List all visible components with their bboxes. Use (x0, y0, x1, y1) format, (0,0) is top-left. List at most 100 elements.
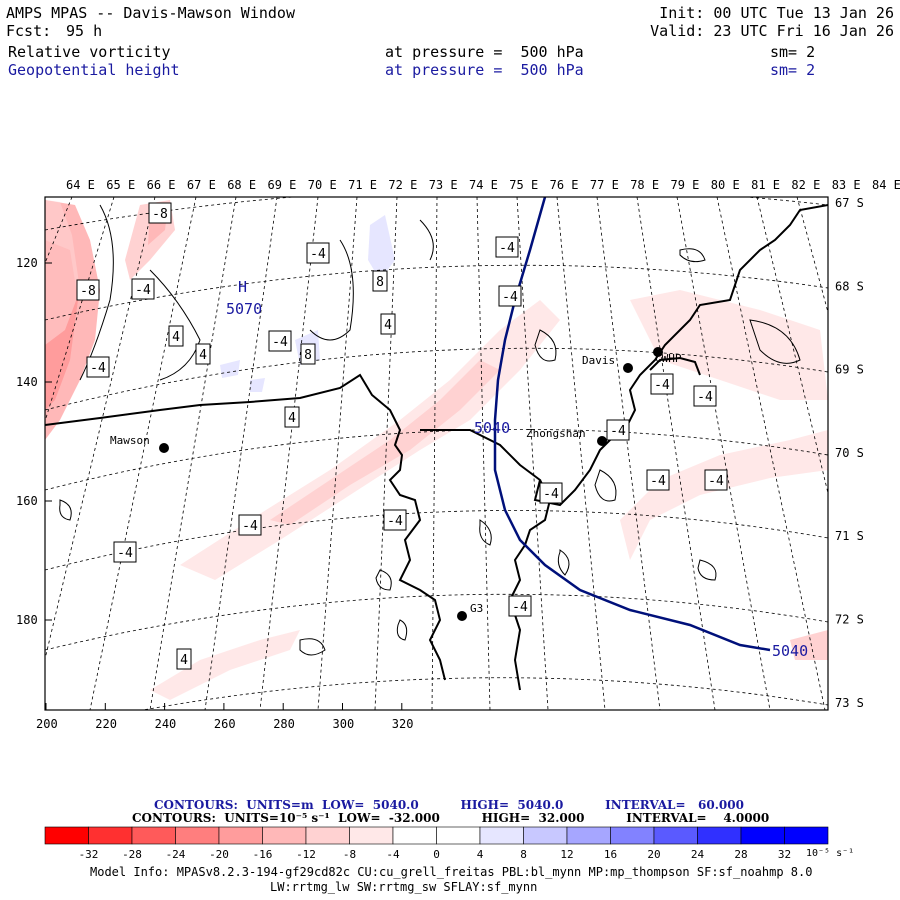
height-contour-label-5040-center: 5040 (474, 419, 510, 437)
colorbar-tick-11: 12 (560, 848, 573, 861)
grid-x-label-3: 260 (214, 717, 236, 731)
model-info-physics: LW:rrtmg_lw SW:rrtmg_sw SFLAY:sf_mynn (270, 880, 538, 894)
vort-label-box-21 (238, 514, 262, 536)
vort-label-box-22 (113, 541, 137, 563)
colorbar-tick-0: -32 (79, 848, 99, 861)
field2-level: at pressure = 500 hPa (385, 61, 584, 79)
lon-label-8: 72 E (388, 178, 417, 192)
vort-label-23: -4 (512, 600, 528, 615)
lon-label-5: 69 E (268, 178, 297, 192)
lon-label-0: 64 E (66, 178, 95, 192)
lon-label-9: 73 E (429, 178, 458, 192)
bottom-grid-labels: 200 220 240 260 280 300 320 (36, 703, 413, 731)
stations: Mawson Davis CWHP Zhongshan G3 (110, 347, 682, 621)
colorbar-swatch-7 (349, 826, 394, 845)
vort-label-box-10 (300, 343, 316, 365)
height-contour-label-5040-right: 5040 (772, 642, 808, 660)
station-label-mawson: Mawson (110, 434, 150, 447)
colorbar-swatch-3 (175, 826, 220, 845)
vort-label-box-19 (704, 469, 728, 491)
vort-label-box-23 (508, 595, 532, 617)
station-label-g3: G3 (470, 602, 483, 615)
vort-label-box-13 (498, 285, 522, 307)
vort-label-14: -4 (654, 378, 670, 393)
station-label-zhongshan: Zhongshan (526, 427, 586, 440)
height-contour-labels: H 5070 5040 5040 (226, 278, 808, 660)
height-high-marker: H (238, 278, 247, 296)
vort-label-24: 4 (180, 653, 188, 668)
lat-label-0: 67 S (835, 196, 864, 210)
grid-x-label-1: 220 (95, 717, 117, 731)
lon-label-20: 84 E (872, 178, 900, 192)
vort-label-box-15 (693, 385, 717, 407)
height-contour-legend: CONTOURS: UNITS=m LOW= 5040.0 HIGH= 5040… (154, 798, 744, 812)
lon-label-2: 66 E (147, 178, 176, 192)
field1-smoothing: sm= 2 (770, 43, 816, 61)
field1-name: Relative vorticity (8, 43, 171, 61)
colorbar-swatch-16 (740, 826, 785, 845)
valid-time: Valid: 23 UTC Fri 16 Jan 26 (650, 22, 894, 40)
vort-label-box-1 (76, 279, 100, 301)
lon-label-17: 81 E (751, 178, 780, 192)
grid-x-label-4: 280 (273, 717, 295, 731)
field2-smoothing: sm= 2 (770, 61, 816, 79)
lon-label-4: 68 E (227, 178, 256, 192)
colorbar-tick-15: 28 (734, 848, 747, 861)
field2-name: Geopotential height (8, 61, 180, 79)
colorbar-tick-5: -12 (296, 848, 316, 861)
station-label-cwhp: CWHP (655, 352, 682, 365)
station-marker-g3 (457, 611, 467, 621)
lat-label-4: 71 S (835, 529, 864, 543)
colorbar-swatch-6 (305, 826, 350, 845)
lat-label-6: 73 S (835, 696, 864, 710)
colorbar-tick-8: 0 (433, 848, 440, 861)
colorbar-swatch-8 (392, 826, 437, 845)
map-title: AMPS MPAS -- Davis-Mawson Window (6, 4, 295, 22)
lon-label-14: 78 E (630, 178, 659, 192)
vort-label-box-9 (268, 330, 292, 352)
colorbar-units: 10⁻⁵ s⁻¹ (806, 848, 854, 859)
station-marker-davis (623, 363, 633, 373)
height-contours (493, 197, 771, 652)
colorbar-swatch-15 (697, 826, 742, 845)
vort-label-box-12 (495, 236, 519, 258)
vort-label-0: -8 (152, 207, 168, 222)
vort-label-16: -4 (610, 424, 626, 439)
vort-label-box-0 (148, 202, 172, 224)
graticule (45, 197, 828, 710)
colorbar-swatch-5 (262, 826, 307, 845)
lon-label-3: 67 E (187, 178, 216, 192)
colorbar-tick-9: 4 (477, 848, 484, 861)
colorbar-swatch-13 (610, 826, 655, 845)
colorbar-swatch-11 (523, 826, 568, 845)
vort-label-18: -4 (650, 474, 666, 489)
vort-label-22: -4 (117, 546, 133, 561)
vort-label-10: 8 (304, 348, 312, 363)
colorbar-swatch-17 (784, 826, 829, 845)
vort-label-9: -4 (272, 335, 288, 350)
vort-label-15: -4 (697, 390, 713, 405)
right-latitude-labels: 67 S 68 S 69 S 70 S 71 S 72 S 73 S (835, 196, 864, 710)
lon-label-15: 79 E (671, 178, 700, 192)
colorbar-tick-2: -24 (166, 848, 186, 861)
top-longitude-labels: 64 E 65 E 66 E 67 E 68 E 69 E 70 E 71 E 72 E 73 E… (66, 178, 900, 192)
colorbar-swatch-12 (566, 826, 611, 845)
lon-label-19: 83 E (832, 178, 861, 192)
station-marker-zhongshan (597, 436, 607, 446)
init-time: Init: 00 UTC Tue 13 Jan 26 (659, 4, 894, 22)
lon-label-12: 76 E (550, 178, 579, 192)
colorbar-tick-14: 24 (691, 848, 705, 861)
vort-label-7: 8 (376, 275, 384, 290)
vort-label-11: 4 (288, 411, 296, 426)
vort-label-5: 4 (199, 348, 207, 363)
coastline (45, 204, 828, 691)
vort-label-box-20 (383, 509, 407, 531)
vort-label-19: -4 (708, 474, 724, 489)
lon-label-11: 75 E (509, 178, 538, 192)
vort-label-12: -4 (499, 241, 515, 256)
grid-y-label-1: 140 (16, 375, 38, 389)
vort-label-box-24 (176, 648, 192, 670)
station-marker-cwhp (653, 347, 663, 357)
colorbar (44, 826, 829, 845)
colorbar-tick-labels: -32 -28 -24 -20 -16 -12 -8 -4 0 4 8 12 16 20 24 28 32 (79, 848, 792, 861)
